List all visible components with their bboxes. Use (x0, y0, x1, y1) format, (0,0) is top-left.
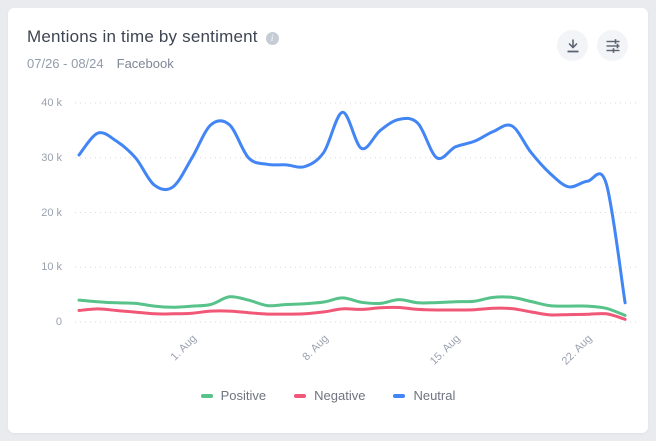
positive-legend-marker (200, 393, 213, 398)
negative-legend-marker (294, 393, 307, 398)
card-header: Mentions in time by sentiment i (27, 27, 279, 47)
series-line-neutral (77, 110, 627, 305)
mentions-sentiment-chart[interactable]: 1. Aug 8. Aug 15. Aug 22. Aug (60, 90, 645, 380)
x-axis-label: 15. Aug (428, 333, 463, 368)
chart-subtitle: 07/26 - 08/24 Facebook (27, 56, 174, 71)
chart-card: Mentions in time by sentiment i 07/26 - … (8, 8, 648, 433)
y-axis: 40 k 30 k 20 k 10 k 0 (18, 90, 62, 340)
sliders-icon (606, 38, 619, 53)
series-line-negative (77, 305, 627, 321)
series-line-positive (77, 295, 627, 317)
y-axis-label: 30 k (41, 151, 62, 164)
legend-item-positive[interactable]: Positive (200, 388, 267, 403)
source-label: Facebook (116, 56, 174, 71)
y-axis-label: 40 k (41, 97, 62, 109)
legend-label: Positive (220, 388, 267, 403)
y-axis-label: 0 (55, 316, 62, 328)
info-icon[interactable]: i (265, 31, 279, 45)
download-button[interactable] (557, 30, 588, 61)
page-title: Mentions in time by sentiment (27, 27, 258, 46)
chart-settings-button[interactable] (597, 30, 628, 61)
legend-label: Negative (314, 388, 366, 403)
y-axis-label: 20 k (41, 206, 62, 219)
neutral-legend-marker (393, 393, 406, 398)
y-axis-label: 10 k (41, 261, 62, 274)
card-actions (557, 30, 628, 61)
chart-legend: Positive Negative Neutral (8, 388, 648, 403)
legend-item-negative[interactable]: Negative (294, 388, 365, 403)
download-icon (567, 39, 578, 52)
x-axis-label: 1. Aug (169, 333, 200, 364)
date-range-label: 07/26 - 08/24 (27, 56, 104, 71)
legend-item-neutral[interactable]: Neutral (393, 388, 455, 403)
legend-label: Neutral (413, 388, 456, 403)
x-axis-label: 22. Aug (560, 333, 595, 368)
x-axis-label: 8. Aug (300, 333, 331, 364)
